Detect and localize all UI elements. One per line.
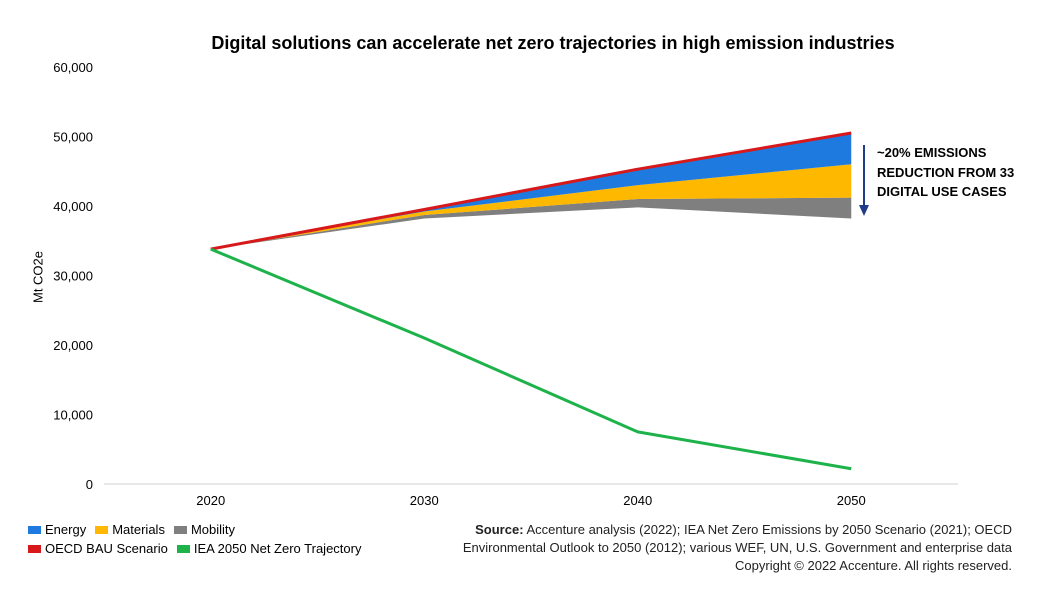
legend-item: Materials [95,522,165,537]
legend-swatch [173,525,187,534]
legend-item: IEA 2050 Net Zero Trajectory [176,541,362,556]
source-text-1: Accenture analysis (2022); IEA Net Zero … [526,522,1012,537]
legend-row-1: Energy Materials Mobility [28,520,370,539]
source-line-3: Copyright © 2022 Accenture. All rights r… [735,558,1012,573]
y-tick-label: 60,000 [53,60,93,75]
legend-swatch [28,525,41,534]
y-tick-label: 20,000 [53,338,93,353]
x-axis-ticks: 2020 2030 2040 2050 [196,493,865,508]
series-lines [210,131,852,471]
line-iea-2050-net-zero-trajectory [210,247,852,471]
y-tick-label: 50,000 [53,130,93,145]
source-line-1: Source: Accenture analysis (2022); IEA N… [372,521,1012,539]
arrow-head [859,205,869,216]
legend-swatch [28,544,41,553]
x-tick-label: 2020 [196,493,225,508]
legend-item: OECD BAU Scenario [28,541,168,556]
y-tick-label: 30,000 [53,269,93,284]
y-axis-ticks: 0 10,000 20,000 30,000 40,000 50,000 60,000 [53,60,93,492]
area-materials [210,164,852,250]
source-prefix: Source: [475,522,524,537]
legend: Energy Materials Mobility OECD BAU Scenari… [28,520,370,558]
legend-row-2: OECD BAU Scenario IEA 2050 Net Zero Traje… [28,539,370,558]
reduction-arrow [859,145,869,216]
legend-swatch [176,544,190,553]
legend-label: IEA 2050 Net Zero Trajectory [193,541,362,556]
x-tick-label: 2030 [410,493,439,508]
legend-label: Materials [112,522,165,537]
area-mobility [210,197,852,250]
y-tick-label: 40,000 [53,199,93,214]
legend-item: Energy [28,522,86,537]
source-note: Source: Accenture analysis (2022); IEA N… [372,521,1012,575]
chart-title: Digital solutions can accelerate net zer… [211,33,895,53]
y-tick-label: 0 [86,477,93,492]
x-tick-label: 2040 [623,493,652,508]
legend-label: Mobility [190,522,236,537]
reduction-annotation: ~20% EMISSIONS REDUCTION FROM 33 DIGITAL… [877,145,1015,199]
legend-label: Energy [45,522,87,537]
legend-item: Mobility [173,522,236,537]
x-tick-label: 2050 [837,493,866,508]
y-tick-label: 10,000 [53,408,93,423]
source-line-2: Environmental Outlook to 2050 (2012); va… [462,540,1012,555]
line-oecd-bau-scenario [210,131,852,251]
legend-label: OECD BAU Scenario [45,541,168,556]
legend-swatch [95,525,109,534]
